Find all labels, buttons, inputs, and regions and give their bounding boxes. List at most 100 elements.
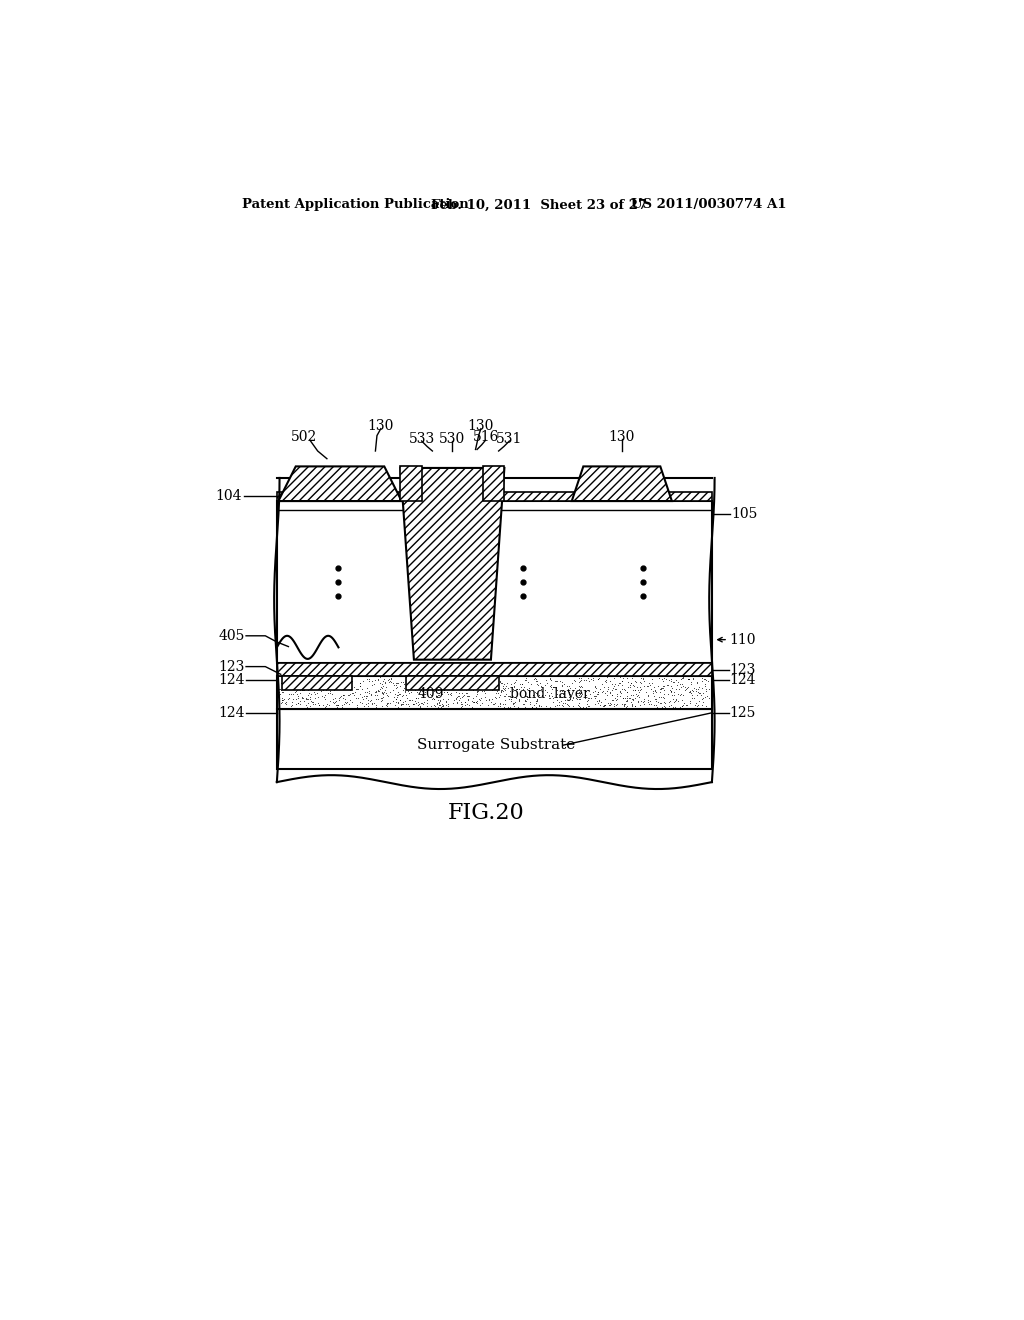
Point	[458, 680, 474, 701]
Point	[680, 668, 696, 689]
Point	[331, 690, 347, 711]
Point	[606, 667, 623, 688]
Point	[478, 689, 495, 710]
Point	[434, 693, 451, 714]
Point	[430, 672, 446, 693]
Point	[432, 690, 449, 711]
Point	[302, 668, 318, 689]
Point	[494, 673, 510, 694]
Point	[539, 672, 555, 693]
Point	[677, 680, 693, 701]
Point	[641, 693, 657, 714]
Point	[610, 675, 627, 696]
Point	[551, 671, 567, 692]
Point	[284, 696, 300, 717]
Point	[664, 694, 680, 715]
Point	[355, 671, 372, 692]
Point	[517, 690, 534, 711]
Point	[541, 685, 557, 706]
Point	[310, 693, 327, 714]
Point	[435, 696, 452, 717]
Text: 516: 516	[473, 430, 500, 444]
Text: Patent Application Publication: Patent Application Publication	[243, 198, 469, 211]
Point	[295, 688, 311, 709]
Point	[397, 668, 414, 689]
Point	[672, 673, 688, 694]
Point	[273, 678, 290, 700]
Text: 105: 105	[731, 507, 758, 521]
Point	[323, 675, 339, 696]
Point	[301, 677, 317, 698]
Point	[653, 677, 670, 698]
Point	[389, 676, 406, 697]
Point	[273, 688, 290, 709]
Point	[492, 693, 508, 714]
Point	[625, 678, 641, 700]
Point	[454, 693, 470, 714]
Point	[357, 686, 374, 708]
Point	[528, 690, 545, 711]
Point	[288, 689, 304, 710]
Point	[420, 677, 436, 698]
Point	[627, 680, 643, 701]
Point	[316, 697, 333, 718]
Point	[580, 696, 596, 717]
Point	[271, 678, 288, 700]
Point	[551, 692, 567, 713]
Point	[469, 668, 485, 689]
Point	[322, 668, 338, 689]
Point	[310, 694, 327, 715]
Point	[470, 669, 486, 690]
Point	[538, 680, 554, 701]
Point	[276, 693, 293, 714]
Point	[460, 690, 476, 711]
Point	[393, 694, 410, 715]
Point	[414, 693, 430, 714]
Point	[290, 685, 306, 706]
Point	[292, 690, 308, 711]
Point	[460, 689, 476, 710]
Point	[535, 685, 551, 706]
Point	[286, 676, 302, 697]
Point	[334, 685, 350, 706]
Point	[652, 678, 669, 700]
Point	[518, 685, 535, 706]
Point	[362, 690, 379, 711]
Point	[690, 682, 707, 704]
Point	[333, 669, 349, 690]
Point	[336, 685, 352, 706]
Point	[395, 678, 412, 700]
Polygon shape	[279, 466, 401, 502]
Point	[698, 678, 715, 700]
Point	[430, 696, 446, 717]
Point	[438, 681, 455, 702]
Point	[356, 696, 373, 717]
Point	[587, 676, 603, 697]
Point	[631, 686, 647, 708]
Point	[509, 678, 525, 700]
Point	[355, 685, 372, 706]
Point	[526, 668, 543, 689]
Point	[618, 667, 635, 688]
Point	[476, 673, 493, 694]
Point	[326, 675, 342, 696]
Point	[693, 677, 710, 698]
Point	[297, 673, 313, 694]
Point	[379, 684, 395, 705]
Point	[692, 682, 709, 704]
Point	[685, 681, 701, 702]
Point	[594, 681, 610, 702]
Point	[399, 688, 416, 709]
Point	[349, 694, 366, 715]
Point	[496, 696, 512, 717]
Point	[327, 678, 343, 700]
Point	[337, 693, 353, 714]
Point	[327, 688, 343, 709]
Point	[561, 676, 578, 697]
Point	[354, 678, 371, 700]
Point	[507, 692, 523, 713]
Point	[693, 688, 710, 709]
Point	[278, 675, 294, 696]
Point	[449, 669, 465, 690]
Point	[419, 693, 435, 714]
